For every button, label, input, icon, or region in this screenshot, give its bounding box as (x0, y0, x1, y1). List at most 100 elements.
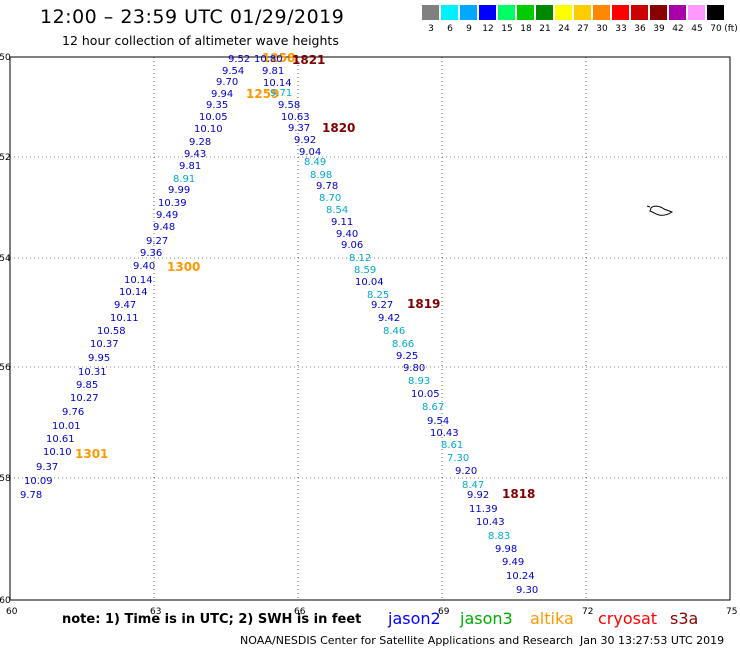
swh-value: 9.58 (278, 100, 300, 111)
swh-value: 10.80 (254, 54, 283, 65)
scale-swatch (422, 5, 439, 20)
page-subtitle: 12 hour collection of altimeter wave hei… (62, 33, 339, 48)
swh-value: 9.78 (316, 181, 338, 192)
swh-value: 8.12 (349, 253, 371, 264)
lon-tick-label: 75 (726, 607, 737, 617)
scale-label: 15 (501, 24, 513, 34)
swh-value: 8.61 (441, 440, 463, 451)
scale-label: 6 (447, 24, 453, 34)
swh-value: 10.37 (90, 339, 119, 350)
scale-swatch (669, 5, 686, 20)
swh-value: 10.10 (194, 124, 223, 135)
scale-label: 70 (710, 24, 722, 34)
swh-value: 9.76 (62, 407, 84, 418)
swh-value: 9.49 (156, 210, 178, 221)
swh-value: 9.80 (403, 363, 425, 374)
swh-value: 10.09 (24, 476, 53, 487)
swh-value: 9.92 (294, 135, 316, 146)
swh-value: 9.85 (76, 380, 98, 391)
scale-label: 36 (634, 24, 646, 34)
lat-tick-label: -58 (0, 474, 11, 484)
scale-swatch (441, 5, 458, 20)
scale-label: 12 (482, 24, 494, 34)
swh-value: 9.27 (146, 236, 168, 247)
swh-value: 9.30 (516, 585, 538, 596)
swh-value: 9.36 (140, 248, 162, 259)
swh-value: 8.93 (408, 376, 430, 387)
swh-value: 10.24 (506, 571, 535, 582)
scale-swatch (593, 5, 610, 20)
swh-value: 10.14 (124, 275, 153, 286)
swh-value: 8.70 (319, 193, 341, 204)
swh-value: 8.46 (383, 326, 405, 337)
swh-value: 10.39 (158, 198, 187, 209)
swh-value: 9.99 (168, 185, 190, 196)
lon-tick-label: 72 (582, 607, 593, 617)
legend-s3a: s3a (670, 609, 699, 628)
scale-label: 21 (539, 24, 551, 34)
swh-value: 9.40 (336, 229, 358, 240)
swh-value: 10.43 (430, 428, 459, 439)
swh-value: 9.25 (396, 351, 418, 362)
timestamp: Jan 30 13:27:53 UTC 2019 (580, 634, 725, 647)
lat-tick-label: -60 (0, 596, 11, 606)
swh-value: 8.66 (392, 339, 414, 350)
map-frame (9, 56, 731, 601)
legend-altika: altika (530, 609, 574, 628)
swh-value: 9.81 (179, 161, 201, 172)
swh-value: 9.70 (216, 77, 238, 88)
scale-label: 33 (615, 24, 627, 34)
legend-jason3: jason3 (460, 609, 513, 628)
time-label: 1259 (246, 87, 279, 101)
scale-label: 39 (653, 24, 665, 34)
scale-swatch (688, 5, 705, 20)
lat-tick-label: -52 (0, 153, 11, 163)
lat-tick-label: -56 (0, 363, 11, 373)
scale-swatch (650, 5, 667, 20)
time-label: 1301 (75, 447, 108, 461)
swh-value: 10.01 (52, 421, 81, 432)
swh-value: 9.43 (184, 149, 206, 160)
scale-swatch (479, 5, 496, 20)
swh-value: 10.10 (43, 447, 72, 458)
swh-value: 10.61 (46, 434, 75, 445)
swh-value: 8.47 (462, 480, 484, 491)
lon-tick-label: 66 (294, 607, 306, 617)
island-outline (646, 205, 674, 216)
scale-swatch (536, 5, 553, 20)
swh-value: 9.95 (88, 353, 110, 364)
footnote: note: 1) Time is in UTC; 2) SWH is in fe… (62, 612, 362, 627)
swh-value: 8.91 (173, 174, 195, 185)
swh-value: 10.14 (119, 287, 148, 298)
swh-value: 9.52 (228, 54, 250, 65)
time-label: 1820 (322, 121, 355, 135)
swh-value: 9.06 (341, 240, 363, 251)
swh-value: 10.04 (355, 277, 384, 288)
swh-value: 10.43 (476, 517, 505, 528)
scale-label: 3 (428, 24, 434, 34)
swh-value: 8.67 (422, 402, 444, 413)
scale-label: 45 (691, 24, 703, 34)
swh-value: 10.27 (70, 393, 99, 404)
swh-value: 9.42 (378, 313, 400, 324)
swh-value: 9.81 (262, 66, 284, 77)
swh-value: 9.54 (222, 66, 244, 77)
lon-tick-label: 63 (150, 607, 161, 617)
swh-value: 10.58 (97, 326, 126, 337)
scale-swatch (517, 5, 534, 20)
swh-value: 10.05 (199, 112, 228, 123)
scale-label: 24 (558, 24, 570, 34)
swh-value: 9.71 (270, 88, 292, 99)
swh-value: 9.47 (114, 300, 136, 311)
swh-value: 8.25 (367, 290, 389, 301)
swh-value: 10.63 (281, 112, 310, 123)
swh-value: 9.48 (153, 222, 175, 233)
track-jason2: 10.809.8110.149.719.5810.639.379.929.048… (254, 53, 538, 596)
swh-value: 10.14 (263, 78, 292, 89)
swh-value: 9.92 (467, 490, 489, 501)
swh-value: 9.20 (455, 466, 477, 477)
legend-jason2: jason2 (388, 609, 441, 628)
scale-swatch (460, 5, 477, 20)
swh-value: 8.83 (488, 531, 510, 542)
